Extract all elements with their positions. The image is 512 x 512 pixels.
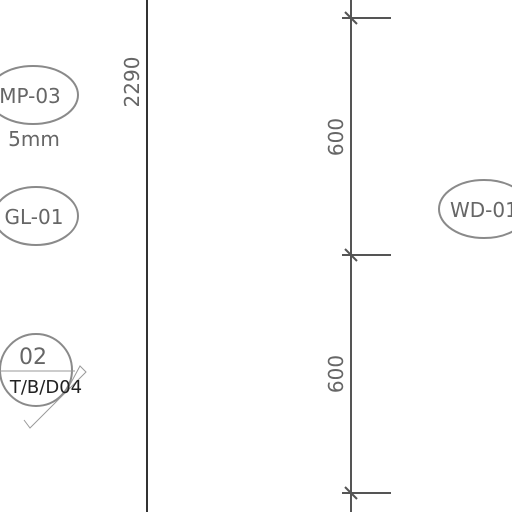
dimension-tick-bottom xyxy=(344,486,358,500)
section-marker-pointer-icon xyxy=(23,365,87,429)
gl01-tag-outline xyxy=(0,186,79,246)
mp03-tag-outline xyxy=(0,65,79,125)
section-marker-outline xyxy=(0,333,73,407)
dimension-tick-top xyxy=(344,11,358,25)
gl01-tag-label: GL-01 xyxy=(5,205,64,229)
wd01-tag-label: WD-01 xyxy=(450,198,512,222)
section-marker-number: 02 xyxy=(19,345,47,370)
overall-dimension-label: 2290 xyxy=(120,57,144,108)
section-marker-reference: T/B/D04 xyxy=(9,377,82,398)
mp03-thickness-note: 5mm xyxy=(8,127,60,151)
wd01-tag-outline xyxy=(438,179,512,239)
dimension-tick-middle xyxy=(344,248,358,262)
mp03-tag-label: MP-03 xyxy=(0,84,61,108)
lower-segment-dimension-label: 600 xyxy=(324,355,348,393)
upper-segment-dimension-label: 600 xyxy=(324,118,348,156)
